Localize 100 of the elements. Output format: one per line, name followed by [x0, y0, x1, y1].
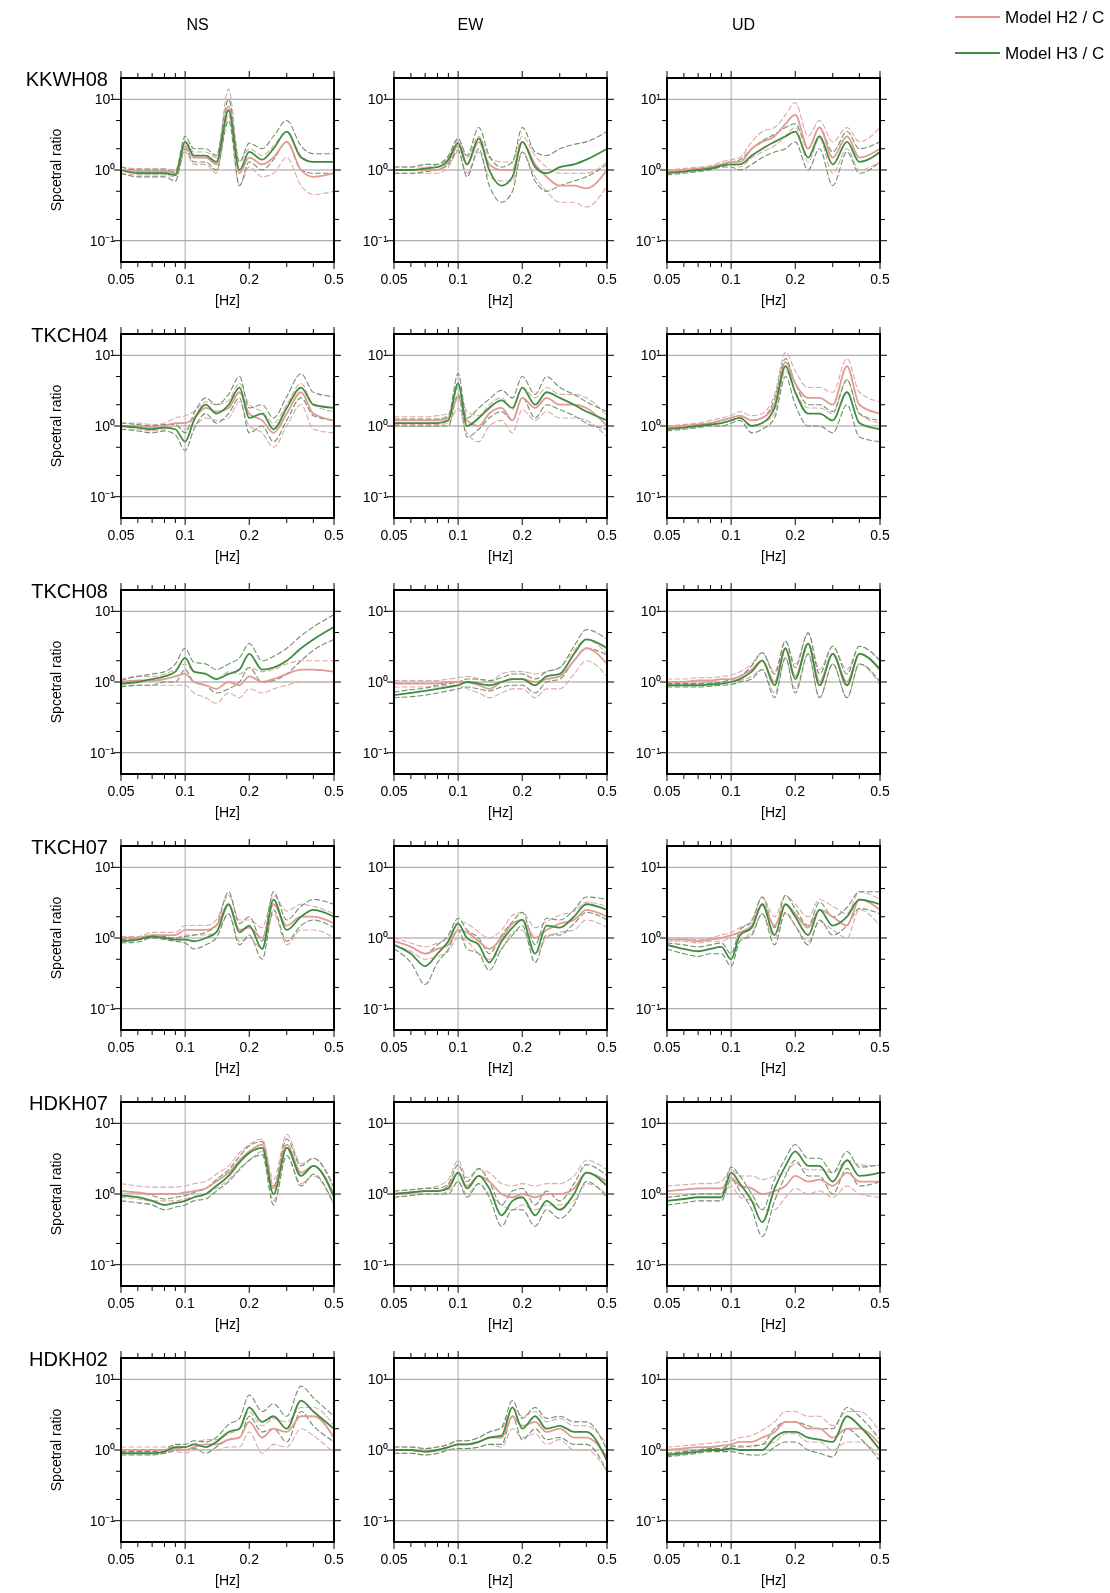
y-tick-label: 10⁰ [640, 1442, 661, 1458]
y-tick-label: 10⁻¹ [89, 232, 116, 249]
x-tick-label: 0.5 [597, 1039, 617, 1055]
x-tick-label: 0.2 [512, 783, 533, 799]
y-tick-label: 10⁻¹ [362, 1000, 389, 1017]
y-tick-label: 10⁻¹ [635, 1000, 662, 1017]
chart-subtitle: UD [731, 16, 756, 33]
chart-title: HDKH02 [29, 1348, 108, 1370]
x-tick-label: 0.1 [721, 1039, 742, 1055]
x-tick-label: 0.2 [512, 1295, 533, 1311]
x-tick-label: 0.1 [175, 1551, 196, 1567]
chart-title: TKCH07 [31, 836, 108, 858]
x-tick-label: 0.05 [653, 783, 681, 799]
y-tick-label: 10¹ [640, 603, 662, 620]
x-axis-title: [Hz] [761, 1316, 786, 1332]
legend-label: Model H2 / C [1005, 8, 1105, 27]
x-tick-label: 0.05 [380, 271, 408, 287]
y-axis-title: Spcetral ratio [48, 1408, 64, 1492]
x-tick-label: 0.05 [107, 1295, 135, 1311]
y-tick-label: 10¹ [94, 347, 116, 364]
y-tick-label: 10⁻¹ [635, 1512, 662, 1529]
x-tick-label: 0.2 [785, 1551, 806, 1567]
y-tick-label: 10⁰ [367, 162, 388, 178]
x-tick-label: 0.2 [239, 527, 260, 543]
x-tick-label: 0.5 [324, 1295, 344, 1311]
x-tick-label: 0.1 [721, 783, 742, 799]
y-axis-title: Spcetral ratio [48, 896, 64, 980]
y-tick-label: 10¹ [367, 1371, 389, 1388]
x-tick-label: 0.2 [239, 1551, 260, 1567]
x-axis-title: [Hz] [761, 1572, 786, 1588]
y-tick-label: 10⁰ [640, 418, 661, 434]
x-tick-label: 0.5 [324, 783, 344, 799]
y-tick-label: 10⁻¹ [89, 1256, 116, 1273]
x-axis-title: [Hz] [488, 292, 513, 308]
y-tick-label: 10¹ [640, 91, 662, 108]
y-tick-label: 10⁰ [640, 930, 661, 946]
x-tick-label: 0.1 [448, 1295, 469, 1311]
x-axis-title: [Hz] [761, 548, 786, 564]
chart-subtitle: EW [457, 16, 485, 33]
x-tick-label: 0.2 [239, 271, 260, 287]
y-tick-label: 10⁰ [94, 1442, 115, 1458]
x-tick-label: 0.05 [107, 1039, 135, 1055]
y-tick-label: 10⁻¹ [89, 744, 116, 761]
y-tick-label: 10⁰ [94, 418, 115, 434]
y-tick-label: 10⁻¹ [89, 1512, 116, 1529]
y-tick-label: 10⁰ [367, 930, 388, 946]
y-tick-label: 10⁰ [640, 162, 661, 178]
y-tick-label: 10⁻¹ [362, 1256, 389, 1273]
y-tick-label: 10¹ [640, 859, 662, 876]
y-axis-title: Spcetral ratio [48, 1152, 64, 1236]
x-tick-label: 0.5 [870, 1039, 890, 1055]
y-tick-label: 10⁰ [367, 1442, 388, 1458]
x-axis-title: [Hz] [215, 292, 240, 308]
y-tick-label: 10¹ [94, 91, 116, 108]
y-tick-label: 10⁰ [367, 418, 388, 434]
y-tick-label: 10¹ [367, 347, 389, 364]
y-tick-label: 10⁻¹ [362, 744, 389, 761]
x-tick-label: 0.1 [448, 1039, 469, 1055]
x-tick-label: 0.05 [653, 271, 681, 287]
x-tick-label: 0.2 [512, 1039, 533, 1055]
x-tick-label: 0.2 [512, 271, 533, 287]
y-tick-label: 10¹ [640, 1115, 662, 1132]
y-tick-label: 10¹ [94, 1115, 116, 1132]
y-tick-label: 10⁻¹ [635, 1256, 662, 1273]
x-tick-label: 0.2 [512, 527, 533, 543]
x-tick-label: 0.1 [721, 527, 742, 543]
y-tick-label: 10⁻¹ [635, 744, 662, 761]
x-tick-label: 0.1 [175, 271, 196, 287]
y-tick-label: 10⁰ [640, 674, 661, 690]
x-tick-label: 0.5 [597, 1551, 617, 1567]
x-tick-label: 0.05 [107, 527, 135, 543]
y-tick-label: 10⁰ [367, 1186, 388, 1202]
x-tick-label: 0.5 [597, 783, 617, 799]
x-tick-label: 0.2 [239, 783, 260, 799]
x-tick-label: 0.1 [448, 783, 469, 799]
x-tick-label: 0.05 [653, 1551, 681, 1567]
x-tick-label: 0.5 [870, 527, 890, 543]
x-tick-label: 0.5 [324, 271, 344, 287]
y-tick-label: 10⁻¹ [89, 1000, 116, 1017]
x-tick-label: 0.05 [380, 1295, 408, 1311]
x-tick-label: 0.2 [239, 1039, 260, 1055]
x-axis-title: [Hz] [488, 1060, 513, 1076]
y-tick-label: 10⁰ [94, 930, 115, 946]
chart-title: KKWH08 [25, 68, 108, 90]
x-tick-label: 0.1 [721, 1295, 742, 1311]
y-tick-label: 10¹ [640, 1371, 662, 1388]
x-tick-label: 0.1 [448, 527, 469, 543]
y-tick-label: 10⁻¹ [362, 488, 389, 505]
y-tick-label: 10⁻¹ [362, 1512, 389, 1529]
x-tick-label: 0.5 [870, 783, 890, 799]
x-tick-label: 0.1 [721, 271, 742, 287]
y-tick-label: 10¹ [640, 347, 662, 364]
x-tick-label: 0.05 [107, 1551, 135, 1567]
chart-subtitle: NS [186, 16, 209, 33]
y-tick-label: 10¹ [94, 1371, 116, 1388]
x-axis-title: [Hz] [488, 548, 513, 564]
x-tick-label: 0.05 [653, 1039, 681, 1055]
x-tick-label: 0.5 [324, 1039, 344, 1055]
x-tick-label: 0.2 [785, 1039, 806, 1055]
y-tick-label: 10⁰ [640, 1186, 661, 1202]
